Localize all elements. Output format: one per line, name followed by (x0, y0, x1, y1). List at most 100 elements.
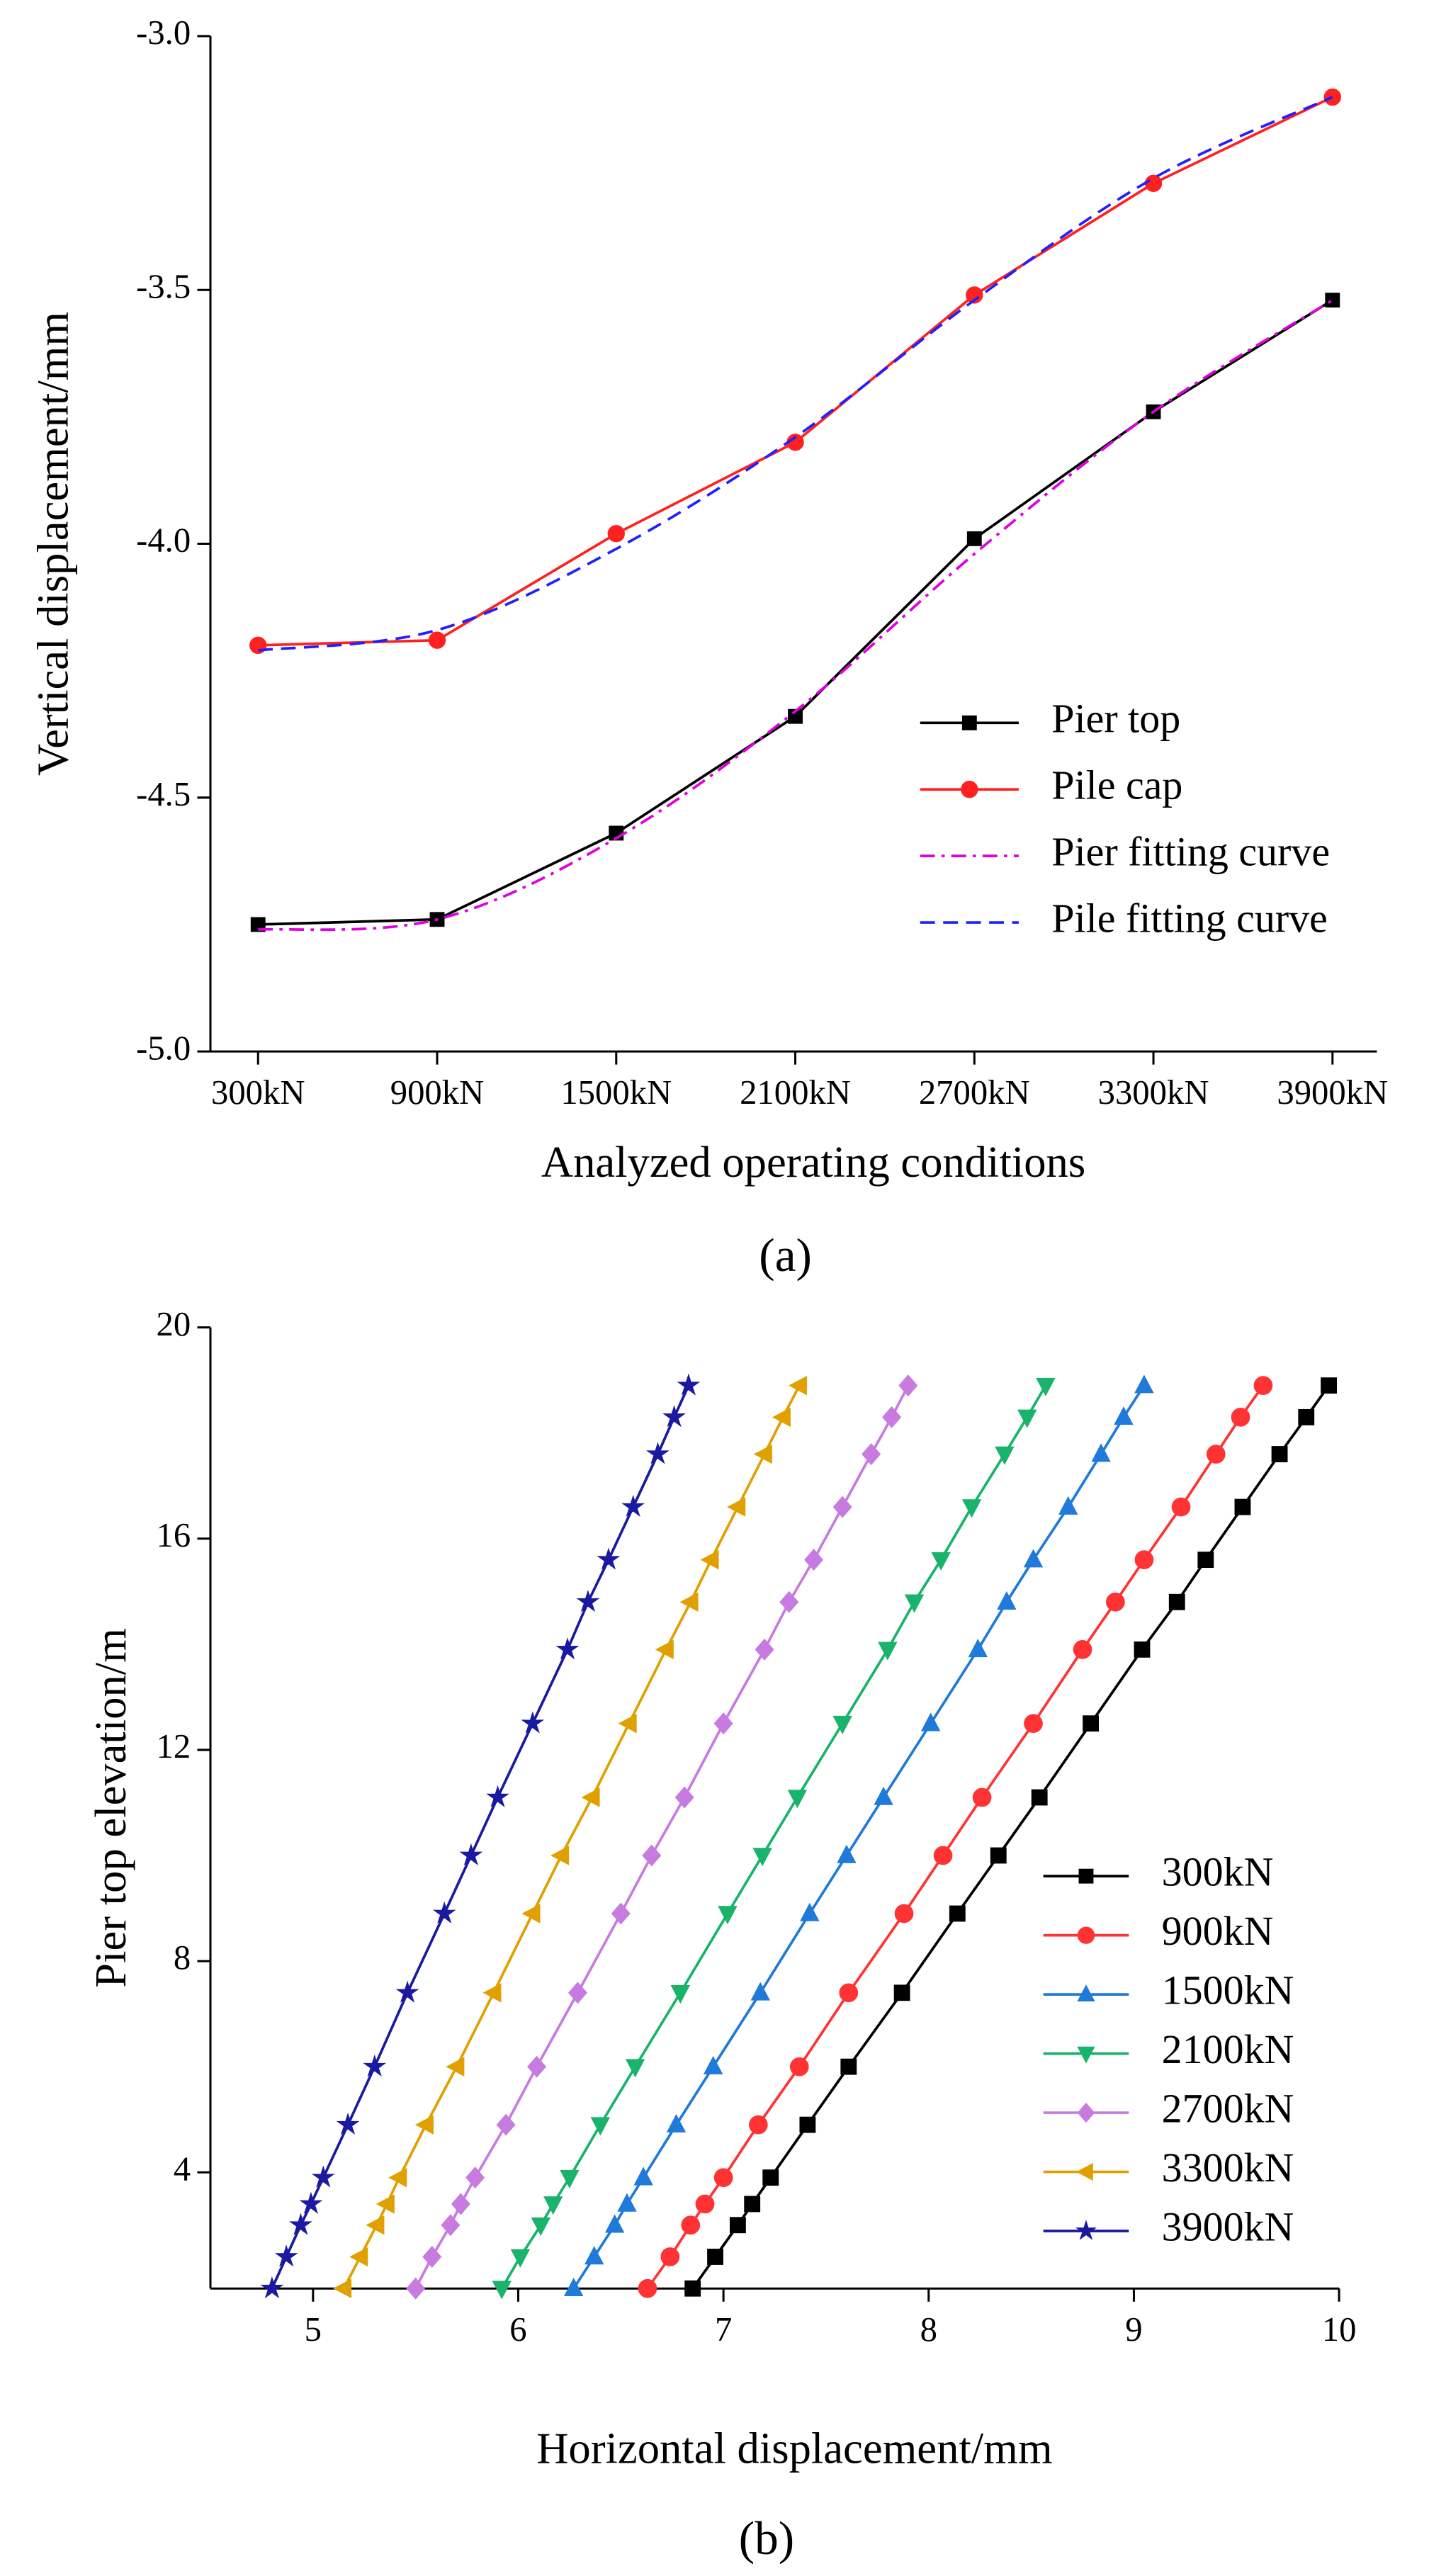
marker (799, 2116, 816, 2133)
marker (621, 1494, 645, 1518)
marker (1114, 1406, 1134, 1425)
marker (800, 1902, 820, 1921)
legend-label: 900kN (1162, 1908, 1274, 1954)
x-tick-label: 3900kN (1277, 1073, 1388, 1112)
marker (625, 2059, 645, 2078)
marker (432, 1901, 456, 1923)
marker (750, 1982, 770, 2001)
marker (1234, 1498, 1251, 1515)
marker (311, 2165, 335, 2188)
legend-label: 1500kN (1162, 1967, 1294, 2013)
marker (837, 1844, 857, 1863)
marker (1083, 1715, 1100, 1732)
series-line (258, 299, 1333, 932)
marker (755, 1638, 774, 1661)
marker (1231, 1408, 1250, 1427)
marker (1325, 293, 1340, 308)
panel-label: (b) (739, 2512, 794, 2565)
marker (920, 1712, 941, 1732)
legend-label: 3900kN (1162, 2203, 1294, 2249)
marker (713, 2168, 733, 2188)
marker (679, 1592, 699, 1612)
series-line (271, 1384, 690, 2289)
y-axis-title: Vertical displacement/mm (28, 312, 78, 776)
marker (1323, 88, 1341, 106)
y-tick-label: -3.0 (136, 13, 191, 52)
x-tick-label: 300kN (211, 1073, 305, 1112)
marker (482, 1983, 502, 2003)
marker (1206, 1445, 1226, 1464)
x-tick-label: 2700kN (919, 1073, 1030, 1112)
series-line (258, 96, 1333, 647)
y-tick-label: -4.5 (136, 775, 191, 813)
marker (874, 1786, 893, 1805)
marker (250, 917, 266, 932)
marker (1298, 1408, 1315, 1425)
marker (700, 1549, 719, 1570)
legend-label: Pile fitting curve (1051, 895, 1328, 941)
marker (1134, 1550, 1154, 1569)
y-tick-label: 4 (174, 2150, 191, 2188)
x-tick-label: 7 (715, 2310, 732, 2349)
marker (527, 2055, 547, 2078)
marker (1077, 1926, 1095, 1944)
x-tick-label: 900kN (390, 1073, 485, 1112)
series-line (414, 1384, 910, 2290)
x-axis-title: Analyzed operating conditions (541, 1137, 1085, 1187)
legend-label: Pier top (1051, 696, 1180, 742)
marker (550, 1846, 570, 1865)
marker (611, 1902, 631, 1925)
marker (510, 2249, 531, 2268)
marker (1075, 2220, 1097, 2240)
marker (1036, 1377, 1056, 1396)
marker (576, 1590, 600, 1612)
marker (1058, 1496, 1078, 1515)
x-tick-label: 3300kN (1098, 1073, 1209, 1112)
marker (1078, 1868, 1094, 1884)
marker (1106, 1592, 1125, 1612)
marker (772, 1407, 791, 1428)
series-line (342, 1384, 801, 2290)
marker (666, 2113, 687, 2132)
marker (995, 1446, 1015, 1465)
marker (832, 1496, 852, 1518)
marker (604, 2214, 625, 2233)
marker (662, 1405, 686, 1428)
marker (451, 2193, 470, 2215)
marker (366, 2215, 385, 2235)
marker (406, 2277, 426, 2300)
marker (703, 2055, 723, 2074)
y-tick-label: 12 (156, 1727, 191, 1766)
x-tick-label: 8 (920, 2310, 937, 2349)
marker (1144, 174, 1163, 192)
marker (560, 2169, 580, 2188)
marker (990, 1847, 1007, 1864)
marker (555, 1637, 580, 1660)
marker (531, 2217, 551, 2237)
y-tick-label: -4.0 (136, 521, 191, 560)
marker (638, 2278, 657, 2298)
marker (878, 1642, 898, 1661)
x-tick-label: 1500kN (560, 1073, 672, 1112)
marker (581, 1787, 600, 1807)
marker (933, 1846, 953, 1865)
series-line (572, 1384, 1146, 2290)
marker (422, 2245, 442, 2269)
marker (1024, 1714, 1043, 1734)
marker (695, 2194, 715, 2214)
marker (789, 1375, 808, 1396)
marker (521, 1711, 545, 1734)
marker (904, 1594, 925, 1613)
marker (718, 1906, 738, 1925)
marker (949, 1905, 966, 1922)
marker (832, 1715, 852, 1734)
marker (898, 1374, 918, 1397)
x-tick-label: 2100kN (740, 1073, 851, 1112)
marker (1271, 1446, 1288, 1462)
marker (1168, 1593, 1185, 1610)
marker (1075, 2163, 1093, 2181)
marker (670, 1985, 691, 2004)
panel-label: (a) (759, 1228, 812, 1282)
marker (597, 1547, 621, 1570)
